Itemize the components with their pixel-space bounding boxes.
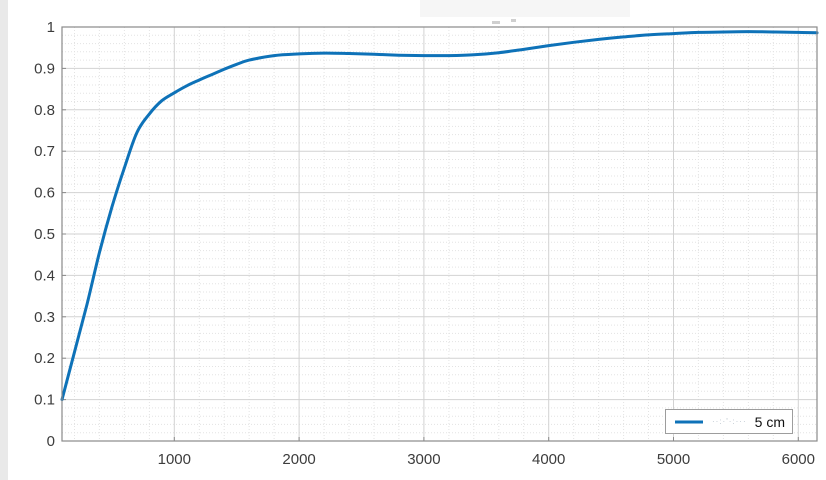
x-tick-label: 1000 — [158, 451, 191, 468]
major-gridlines — [62, 27, 817, 441]
screenshot-left-edge-sliver — [0, 0, 8, 480]
legend-line-sample — [675, 420, 703, 423]
y-tick-label: 0.4 — [34, 267, 55, 284]
y-tick-label: 0.1 — [34, 392, 55, 409]
series-line-5-cm — [60, 30, 819, 402]
y-tick-label: 0.9 — [34, 60, 55, 77]
plot-box-border — [61, 26, 818, 442]
faint-top-band — [420, 0, 630, 17]
y-tick-label: 0.6 — [34, 185, 55, 202]
y-tick-label: 0 — [47, 433, 55, 450]
y-axis-tick-labels: 0 0.1 0.2 0.3 0.4 0.5 0.6 0.7 0.8 0.9 1 — [34, 19, 55, 450]
y-tick-label: 1 — [47, 19, 55, 36]
data-series — [60, 30, 819, 402]
x-tick-label: 3000 — [407, 451, 440, 468]
x-tick-label: 4000 — [532, 451, 565, 468]
y-tick-label: 0.8 — [34, 102, 55, 119]
x-tick-label: 6000 — [782, 451, 815, 468]
x-axis-tick-labels: 1000 2000 3000 4000 5000 6000 — [158, 451, 815, 468]
faint-smudge — [511, 19, 516, 22]
y-tick-label: 0.2 — [34, 350, 55, 367]
axis-tick-marks — [62, 26, 799, 442]
legend-box[interactable]: ··:·'·:··· 5 cm — [665, 409, 793, 434]
x-tick-label: 2000 — [282, 451, 315, 468]
y-tick-label: 0.3 — [34, 309, 55, 326]
legend-illegible-text: ··:·'·:··· — [712, 417, 747, 426]
y-tick-label: 0.7 — [34, 143, 55, 160]
x-tick-label: 5000 — [657, 451, 690, 468]
faint-smudge — [492, 21, 500, 24]
y-tick-label: 0.5 — [34, 226, 55, 243]
legend-series-label: 5 cm — [754, 413, 785, 430]
